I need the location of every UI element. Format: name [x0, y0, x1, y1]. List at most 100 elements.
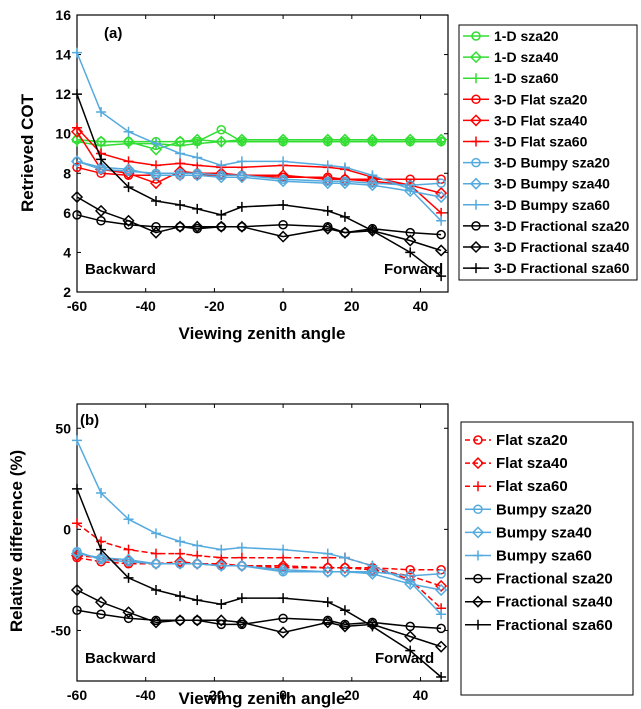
panel-b-y-axis-label: Relative difference (%)	[7, 450, 26, 632]
panel-a-data-point	[405, 184, 416, 195]
panel-b-legend-items: Flat sza20 Flat sza40 Flat sza60 Bumpy sza2…	[465, 432, 613, 634]
panel-a-data-point	[70, 190, 84, 204]
panel-b-data-point	[436, 671, 447, 682]
panel-b-data-point	[70, 583, 84, 597]
panel-a-legend-label: 3-D Fractional sza20	[494, 218, 630, 234]
panel-a-data-point	[216, 125, 227, 135]
panel-a-data-point	[278, 199, 289, 210]
panel-a-data-point	[405, 247, 416, 258]
panel-b-data-point	[436, 569, 446, 579]
panel-b-data-point	[72, 518, 82, 529]
panel-a-data-point	[149, 143, 163, 156]
panel-b-legend-item-bumpy-sza60: Bumpy sza60	[465, 548, 592, 565]
panel-b-legend-label: Bumpy sza40	[496, 524, 592, 541]
panel-a-series-3-d-fractional-sza60	[72, 89, 447, 282]
panel-b-data-point	[122, 553, 135, 566]
panel-a-data-point	[215, 167, 228, 180]
panel-a-data-point	[339, 211, 350, 222]
panel-a-legend-marker	[469, 51, 483, 64]
panel-b-data-point	[96, 609, 106, 620]
panel-a-legend-marker	[471, 199, 481, 210]
panel-b-data-point	[149, 616, 163, 629]
panel-b-data-point	[192, 540, 203, 551]
panel-b-data-point	[149, 557, 163, 570]
panel-b-data-point	[215, 614, 228, 627]
panel-a-x-tick-label: 20	[344, 298, 360, 314]
panel-a-data-point	[72, 89, 82, 100]
panel-a-data-point	[367, 170, 378, 181]
panel-b-data-point	[322, 548, 333, 559]
panel-b-data-point	[216, 599, 227, 610]
panel-a-data-point	[94, 204, 108, 217]
panel-b-x-tick-label: -60	[67, 687, 87, 703]
panel-a-y-tick-label: 6	[63, 205, 71, 221]
panel-b-data-point	[191, 557, 204, 570]
panel-a-data-point	[435, 187, 448, 200]
panel-b-data-point	[339, 605, 350, 616]
panel-b-series-fractional-sza40	[70, 583, 448, 653]
panel-b-data-point	[405, 645, 416, 656]
panel-a-annotation-forward: Forward	[384, 261, 443, 278]
panel-a-data-point	[404, 234, 417, 247]
panel-b-series-line-bumpy-sza60	[76, 440, 442, 615]
panel-b-data-point	[70, 547, 84, 560]
panel-a-data-point	[192, 203, 203, 214]
panel-b-data-point	[123, 572, 134, 583]
panel-a-data-point	[321, 173, 334, 186]
panel-a-legend-marker	[471, 157, 481, 168]
panel-b-series-fractional-sza60	[72, 483, 447, 682]
panel-b-series-fractional-sza20	[72, 605, 446, 634]
panel-a-data-point	[367, 225, 378, 236]
panel-b-legend-item-fractional-sza60: Fractional sza60	[465, 617, 613, 634]
panel-a-data-point	[436, 136, 447, 147]
panel-a-legend-marker	[471, 31, 481, 41]
panel-b-data-point	[235, 616, 248, 629]
panel-a-x-tick-label: 0	[279, 298, 287, 314]
panel-a-legend-label: 3-D Flat sza20	[494, 91, 588, 107]
panel-b-legend-marker	[473, 619, 483, 630]
panel-a-legend-item-3-d-bumpy-sza40: 3-D Bumpy sza40	[463, 176, 610, 192]
panel-a-data-point	[405, 136, 416, 147]
panel-b-data-point	[278, 544, 289, 555]
panel-b-x-tick-label: 40	[413, 687, 429, 703]
panel-a-legend-marker	[471, 221, 481, 231]
panel-a-legend-item-3-d-bumpy-sza60: 3-D Bumpy sza60	[463, 197, 610, 213]
panel-b-legend-marker	[471, 526, 485, 539]
panel-a-legend-item-3-d-fractional-sza20: 3-D Fractional sza20	[463, 218, 630, 234]
panel-a-data-point	[123, 182, 134, 193]
panel-a-legend-label: 3-D Fractional sza60	[494, 260, 630, 276]
panel-a-data-point	[338, 226, 352, 239]
panel-a-data-point	[96, 154, 107, 165]
panel-a-legend-marker	[471, 136, 481, 147]
panel-a-series-3-d-bumpy-sza40	[70, 155, 448, 204]
panel-a-data-point	[72, 210, 82, 220]
panel-a-series-line-3-d-fractional-sza20	[76, 214, 442, 236]
panel-a-x-tick-label: 40	[413, 298, 429, 314]
panel-a-series-line-3-d-bumpy-sza60	[76, 52, 442, 222]
panel-b-legend: Flat sza20 Flat sza40 Flat sza60 Bumpy sza2…	[460, 421, 634, 696]
panel-b-ticks: -60 -40 -20 0 20 40 -50 0 50	[51, 404, 448, 703]
panel-a-data-point	[338, 173, 352, 186]
panel-a-data-point	[235, 220, 248, 233]
panel-a-data-point	[191, 220, 204, 233]
panel-b-legend-item-fractional-sza20: Fractional sza20	[465, 571, 613, 588]
panel-b-data-point	[278, 613, 288, 624]
panel-b-legend-item-flat-sza40: Flat sza40	[465, 455, 568, 472]
panel-b-data-point	[321, 565, 334, 578]
panel-b-series-flat-sza40	[70, 549, 448, 593]
panel-b-y-tick-label: 50	[55, 420, 71, 436]
panel-a-y-axis-label: Retrieved COT	[18, 93, 37, 212]
panel-b-legend-item-flat-sza60: Flat sza60	[465, 478, 568, 495]
panel-b-data-point	[436, 609, 447, 620]
panel-b-data-point	[96, 487, 107, 498]
panel-a-data-point	[96, 106, 107, 117]
panel-a-legend-item-3-d-bumpy-sza20: 3-D Bumpy sza20	[463, 155, 610, 171]
panel-a-x-axis-label: Viewing zenith angle	[179, 324, 346, 343]
panel-a-data-point	[72, 122, 82, 133]
panel-b-legend-marker	[473, 435, 483, 445]
panel-b-data-point	[236, 542, 247, 553]
panel-a-data-point	[435, 190, 448, 204]
panel-a-data-point	[321, 222, 334, 235]
panel-a-legend-label: 1-D sza40	[494, 49, 559, 65]
panel-a-legend-label: 3-D Bumpy sza60	[494, 197, 610, 213]
